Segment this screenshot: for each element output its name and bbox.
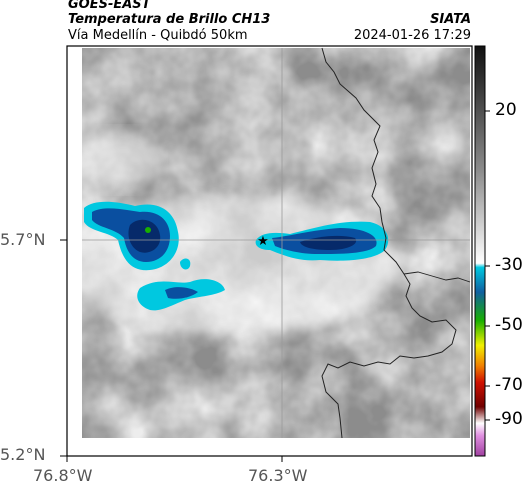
lon-label-763: 76.3°W <box>248 466 308 485</box>
convective-cell-south <box>137 258 225 311</box>
lon-label-768: 76.8°W <box>33 466 93 485</box>
colorbar-tick-neg30: -30 <box>495 255 523 275</box>
route-label: Vía Medellín - Quibdó 50km <box>68 28 248 43</box>
colorbar <box>474 45 490 457</box>
colorbar-tick-neg70: -70 <box>495 375 523 395</box>
convective-cell-west <box>84 201 179 271</box>
convective-cell-east <box>255 221 389 261</box>
boundary-line <box>321 47 457 439</box>
star-icon: ★ <box>257 234 269 249</box>
satellite-title: GOES-EAST <box>68 0 151 12</box>
brand-label: SIATA <box>430 12 471 27</box>
lat-label-52: 5.2°N <box>0 445 46 464</box>
datetime-label: 2024-01-26 17:29 <box>353 28 471 43</box>
lat-label-57: 5.7°N <box>0 230 46 249</box>
map-area: ★ <box>60 47 471 439</box>
product-title: Temperatura de Brillo CH13 <box>68 12 271 27</box>
map-frame <box>66 45 473 457</box>
colorbar-tick-neg90: -90 <box>495 409 523 429</box>
colorbar-tick-20: 20 <box>495 100 517 120</box>
boundary-line-east <box>403 271 471 283</box>
colorbar-tick-neg50: -50 <box>495 315 523 335</box>
